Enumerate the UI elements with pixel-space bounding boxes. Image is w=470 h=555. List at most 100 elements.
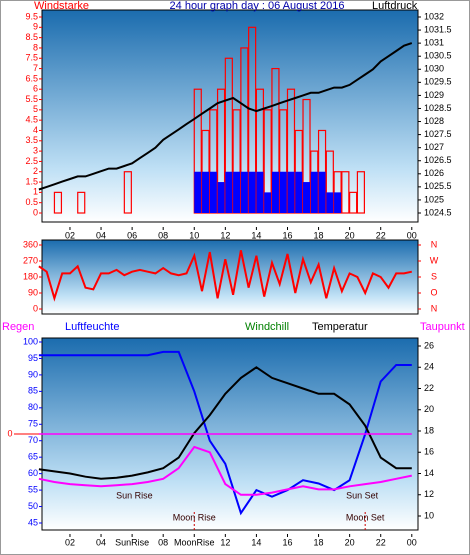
x-tick-label: 20 (345, 537, 355, 547)
series-label: Taupunkt (420, 321, 465, 333)
series-line (38, 350, 412, 516)
y-tick-label: 55 (28, 484, 38, 494)
x-tick-label: 20 (345, 230, 355, 240)
wind-bar (295, 171, 303, 213)
y-tick-label: 3.5 (25, 135, 38, 145)
y2-tick-label: 1031 (424, 38, 444, 48)
y-tick-label: 80 (28, 402, 38, 412)
x-tick-label: 12 (220, 230, 230, 240)
y-tick-label: 70 (28, 435, 38, 445)
y-tick-label: 4 (33, 125, 38, 135)
series-line (38, 445, 413, 496)
y-tick-label: 6 (33, 84, 38, 94)
x-tick-label: 00 (407, 230, 417, 240)
y-tick-label: 2 (33, 166, 38, 176)
y-tick-label: 1 (33, 187, 38, 197)
y2-tick-label: 1024.5 (424, 207, 452, 217)
y2-tick-label: 1025.5 (424, 181, 452, 191)
y-tick-label: 45 (28, 517, 38, 527)
series-label: Luftfeuchte (65, 321, 119, 333)
x-tick-label: 02 (65, 230, 75, 240)
y-tick-label: 65 (28, 452, 38, 462)
y-tick-label: 75 (28, 419, 38, 429)
x-tick-label: 02 (65, 537, 75, 547)
wind-bar (271, 171, 279, 213)
y2-tick-label: W (430, 255, 439, 265)
y-tick-label: 180 (23, 271, 38, 281)
y-tick-label: 1.5 (25, 176, 38, 186)
wind-bar (279, 171, 287, 213)
wind-bar (349, 191, 358, 214)
y-tick-label: 90 (28, 287, 38, 297)
y2-tick-label: 1028 (424, 116, 444, 126)
wind-bar (123, 171, 132, 214)
x-tick-label: 00 (407, 537, 417, 547)
y-tick-label: 0 (33, 303, 38, 313)
wind-bar (303, 182, 311, 213)
wind-bar (318, 171, 326, 213)
x-tick-label: 04 (96, 537, 106, 547)
wind-bar (240, 171, 248, 213)
y2-tick-label: 1025 (424, 194, 444, 204)
wind-bar (256, 171, 264, 213)
y2-tick-label: 24 (424, 362, 434, 372)
wind-bar (356, 171, 365, 214)
x-tick-label: 12 (220, 537, 230, 547)
y2-tick-label: 18 (424, 425, 434, 435)
y-tick-label: 360 (23, 239, 38, 249)
y2-tick-label: N (431, 239, 438, 249)
y2-tick-label: 12 (424, 489, 434, 499)
y-label: Windstarke (34, 0, 89, 12)
y-tick-label: 8 (33, 42, 38, 52)
y3-tick-label: 0 (7, 428, 12, 438)
y-tick-label: 85 (28, 386, 38, 396)
x-tick-label: 18 (314, 230, 324, 240)
x-tick-label: 16 (282, 537, 292, 547)
y2-tick-label: S (431, 271, 437, 281)
wind-bar (202, 171, 210, 213)
y-tick-label: 50 (28, 501, 38, 511)
series-line (38, 250, 413, 302)
wind-bar (77, 191, 86, 214)
event-label: Moon Rise (173, 512, 216, 522)
y2-tick-label: 1031.5 (424, 24, 452, 34)
y-tick-label: 270 (23, 255, 38, 265)
x-tick-label: 22 (376, 230, 386, 240)
y-tick-label: 100 (23, 336, 38, 346)
x-tick-label: MoonRise (174, 537, 215, 547)
y-tick-label: 0.5 (25, 197, 38, 207)
event-label: Moon Set (346, 512, 385, 522)
y-tick-label: 5.5 (25, 94, 38, 104)
y2-tick-label: 1029.5 (424, 77, 452, 87)
event-label: Sun Set (346, 490, 379, 500)
wind-bar (326, 192, 334, 213)
x-tick-label: 04 (96, 230, 106, 240)
y2-tick-label: 1028.5 (424, 103, 452, 113)
y-tick-label: 90 (28, 369, 38, 379)
y-tick-label: 6.5 (25, 73, 38, 83)
x-tick-label: 14 (251, 537, 261, 547)
y2-tick-label: 20 (424, 404, 434, 414)
y-tick-label: 9.5 (25, 11, 38, 21)
y2-tick-label: 1030 (424, 64, 444, 74)
y2-tick-label: 14 (424, 468, 434, 478)
x-tick-label: 10 (189, 230, 199, 240)
y2-tick-label: 22 (424, 383, 434, 393)
x-tick-label: 08 (158, 230, 168, 240)
y2-tick-label: 1026 (424, 168, 444, 178)
y2-tick-label: 16 (424, 447, 434, 457)
y-tick-label: 60 (28, 468, 38, 478)
x-tick-label: 18 (314, 537, 324, 547)
wind-bar (248, 171, 256, 213)
x-tick-label: 08 (158, 537, 168, 547)
x-tick-label: 22 (376, 537, 386, 547)
y2-tick-label: 1029 (424, 90, 444, 100)
y-tick-label: 0 (33, 207, 38, 217)
y2-tick-label: O (430, 287, 437, 297)
wind-bar (264, 192, 272, 213)
y2-label: Luftdruck (372, 0, 418, 12)
series-line (38, 366, 412, 480)
y2-tick-label: 26 (424, 340, 434, 350)
x-tick-label: 16 (282, 230, 292, 240)
